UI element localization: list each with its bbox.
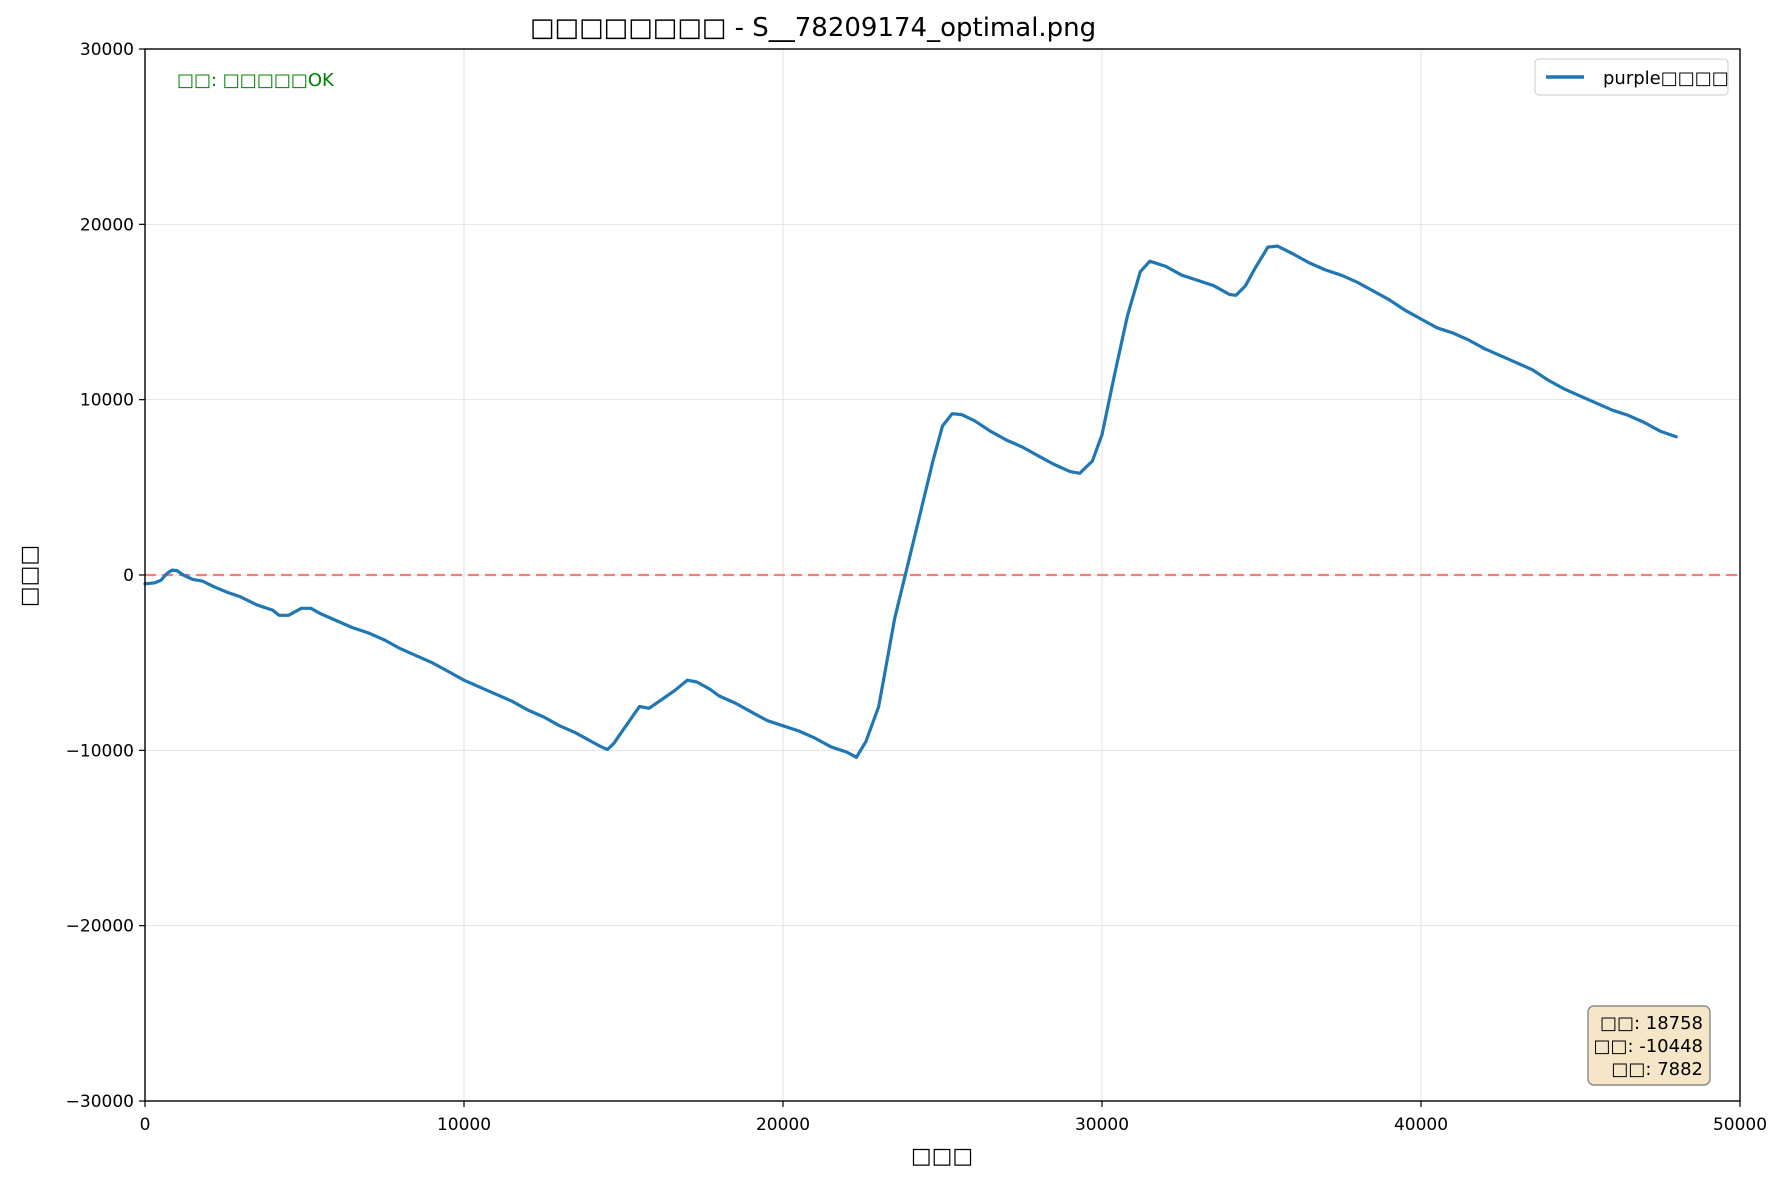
stats-max: □□: 18758 xyxy=(1600,1013,1703,1034)
y-tick-label: 30000 xyxy=(80,40,134,60)
y-axis-label: □□□ xyxy=(17,545,42,607)
legend-label: purple□□□□ xyxy=(1603,68,1729,89)
x-tick-label: 20000 xyxy=(756,1115,810,1135)
x-tick-label: 50000 xyxy=(1713,1115,1767,1135)
y-tick-label: 20000 xyxy=(80,215,134,235)
legend: purple□□□□ xyxy=(1534,58,1729,96)
stats-min: □□: -10448 xyxy=(1593,1036,1703,1057)
series-layer xyxy=(143,244,1678,759)
series-line xyxy=(143,244,1678,759)
y-tick-label: 0 xyxy=(123,566,134,586)
x-tick-label: 10000 xyxy=(437,1115,491,1135)
x-tick-label: 30000 xyxy=(1075,1115,1129,1135)
x-axis-ticks: 0 10000 20000 30000 40000 50000 xyxy=(140,1101,1767,1135)
stats-box: □□: 18758 □□: -10448 □□: 7882 xyxy=(1587,1005,1711,1086)
status-annotation: □□: □□□□□OK xyxy=(177,70,335,91)
y-axis-ticks: −30000 −20000 −10000 0 10000 20000 30000 xyxy=(66,40,145,1112)
x-tick-label: 40000 xyxy=(1394,1115,1448,1135)
y-tick-label: −10000 xyxy=(66,741,134,761)
y-tick-label: −20000 xyxy=(66,917,134,937)
x-axis-label: □□□ xyxy=(911,1144,973,1169)
y-tick-label: 10000 xyxy=(80,391,134,411)
stats-box-background xyxy=(1587,1005,1711,1086)
chart-title: □□□□□□□□ - S__78209174_optimal.png xyxy=(530,13,1096,43)
legend-box xyxy=(1534,58,1729,96)
x-tick-label: 0 xyxy=(140,1115,151,1135)
stats-final: □□: 7882 xyxy=(1611,1059,1703,1080)
y-tick-label: −30000 xyxy=(66,1092,134,1112)
